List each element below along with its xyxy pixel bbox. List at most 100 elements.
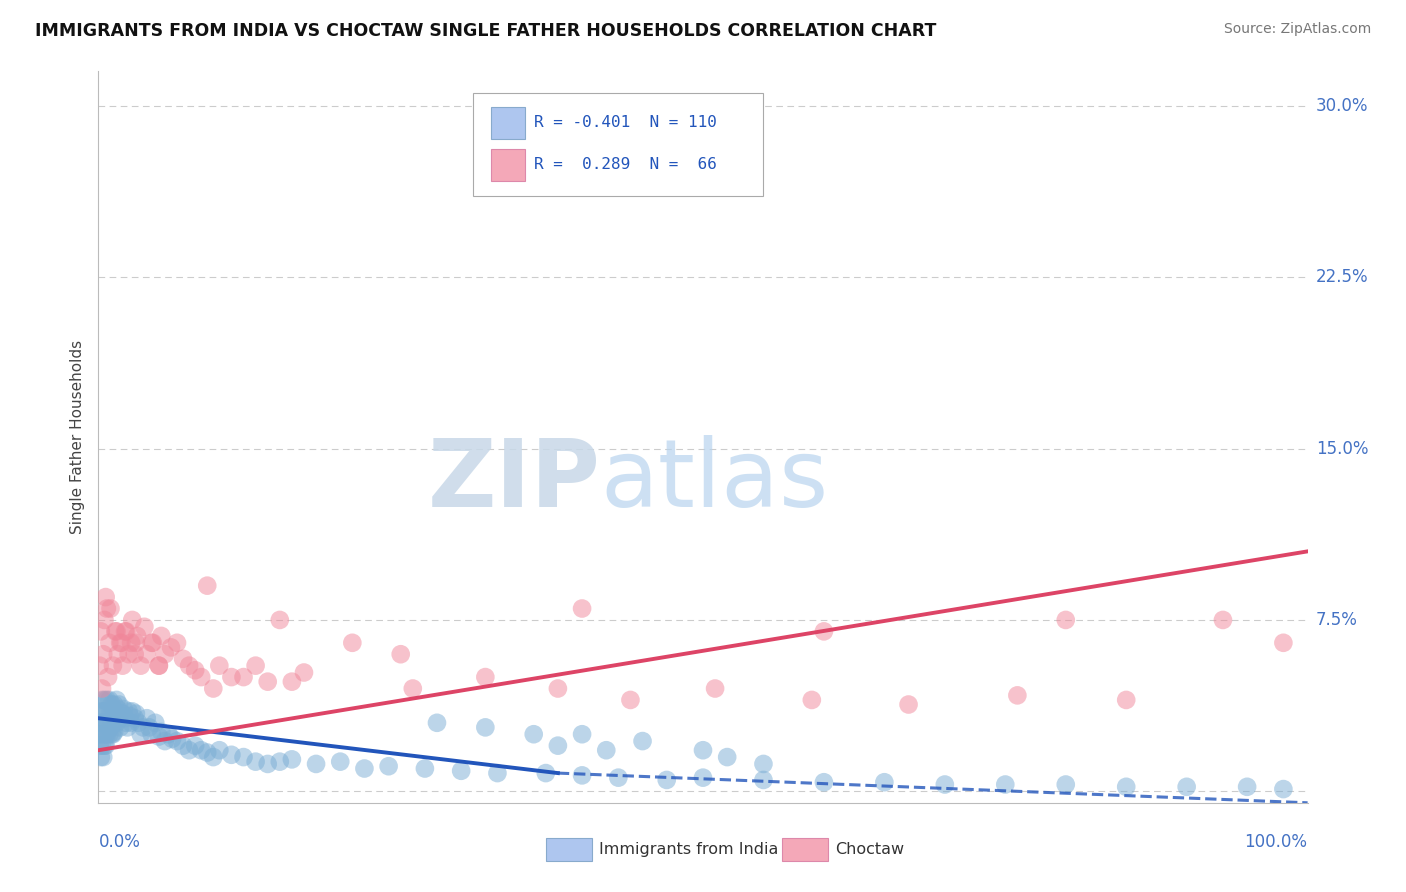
- Point: [91, 705, 114, 719]
- Point: [138, 720, 160, 734]
- Point: [150, 725, 173, 739]
- Point: [1272, 782, 1295, 797]
- Point: [114, 711, 136, 725]
- Point: [94, 705, 117, 719]
- Point: [342, 636, 364, 650]
- Point: [752, 772, 775, 787]
- Point: [221, 670, 243, 684]
- Point: [125, 706, 148, 721]
- Point: [98, 636, 121, 650]
- Point: [607, 771, 630, 785]
- Point: [132, 720, 155, 734]
- Point: [148, 658, 170, 673]
- Point: [108, 636, 131, 650]
- FancyBboxPatch shape: [546, 838, 592, 862]
- Text: 0.0%: 0.0%: [98, 833, 141, 851]
- Point: [534, 766, 557, 780]
- Point: [184, 663, 207, 677]
- Point: [292, 665, 315, 680]
- Point: [91, 681, 114, 696]
- Point: [101, 727, 124, 741]
- Y-axis label: Single Father Households: Single Father Households: [69, 340, 84, 534]
- Point: [256, 674, 278, 689]
- Point: [1115, 780, 1137, 794]
- Point: [353, 762, 375, 776]
- Text: Source: ZipAtlas.com: Source: ZipAtlas.com: [1223, 22, 1371, 37]
- Point: [704, 681, 727, 696]
- Text: Immigrants from India: Immigrants from India: [599, 842, 779, 857]
- Point: [179, 658, 201, 673]
- Text: 30.0%: 30.0%: [1316, 96, 1368, 115]
- Point: [101, 702, 124, 716]
- Point: [1054, 778, 1077, 792]
- Point: [121, 705, 143, 719]
- Point: [124, 711, 146, 725]
- Point: [94, 739, 117, 753]
- Point: [256, 756, 278, 771]
- Point: [450, 764, 472, 778]
- Point: [98, 693, 121, 707]
- Point: [202, 750, 225, 764]
- Point: [91, 647, 114, 661]
- Point: [114, 624, 136, 639]
- Point: [153, 647, 176, 661]
- Text: IMMIGRANTS FROM INDIA VS CHOCTAW SINGLE FATHER HOUSEHOLDS CORRELATION CHART: IMMIGRANTS FROM INDIA VS CHOCTAW SINGLE …: [35, 22, 936, 40]
- Text: ZIP: ZIP: [427, 435, 600, 527]
- Point: [108, 698, 131, 712]
- Point: [190, 743, 212, 757]
- Point: [619, 693, 641, 707]
- Point: [93, 693, 115, 707]
- Text: 100.0%: 100.0%: [1244, 833, 1308, 851]
- Point: [716, 750, 738, 764]
- Point: [105, 693, 128, 707]
- Point: [1007, 689, 1029, 703]
- Point: [281, 674, 304, 689]
- Point: [143, 715, 166, 730]
- Point: [172, 739, 194, 753]
- Point: [148, 730, 170, 744]
- Point: [104, 705, 127, 719]
- Point: [208, 658, 231, 673]
- Point: [153, 734, 176, 748]
- Point: [813, 775, 835, 789]
- Point: [547, 681, 569, 696]
- Point: [90, 727, 112, 741]
- Point: [160, 640, 183, 655]
- Point: [523, 727, 546, 741]
- Point: [934, 778, 956, 792]
- Point: [195, 746, 218, 760]
- Point: [631, 734, 654, 748]
- Point: [120, 636, 142, 650]
- Point: [105, 624, 128, 639]
- FancyBboxPatch shape: [782, 838, 828, 862]
- Text: 7.5%: 7.5%: [1316, 611, 1358, 629]
- Text: Choctaw: Choctaw: [835, 842, 904, 857]
- Point: [110, 636, 132, 650]
- Point: [134, 620, 156, 634]
- Point: [208, 743, 231, 757]
- Point: [142, 636, 165, 650]
- Point: [117, 720, 139, 734]
- Point: [184, 739, 207, 753]
- Point: [195, 579, 218, 593]
- Text: R = -0.401  N = 110: R = -0.401 N = 110: [534, 115, 717, 130]
- Point: [103, 698, 125, 712]
- Point: [97, 705, 120, 719]
- Point: [112, 702, 135, 716]
- Point: [800, 693, 823, 707]
- Point: [474, 720, 496, 734]
- Point: [100, 705, 122, 719]
- Point: [571, 601, 593, 615]
- Point: [89, 739, 111, 753]
- Point: [166, 636, 188, 650]
- Point: [90, 750, 112, 764]
- Point: [873, 775, 896, 789]
- Point: [91, 727, 114, 741]
- Point: [107, 702, 129, 716]
- Point: [110, 709, 132, 723]
- Point: [172, 652, 194, 666]
- Point: [100, 698, 122, 712]
- Point: [129, 658, 152, 673]
- Point: [232, 670, 254, 684]
- Point: [96, 715, 118, 730]
